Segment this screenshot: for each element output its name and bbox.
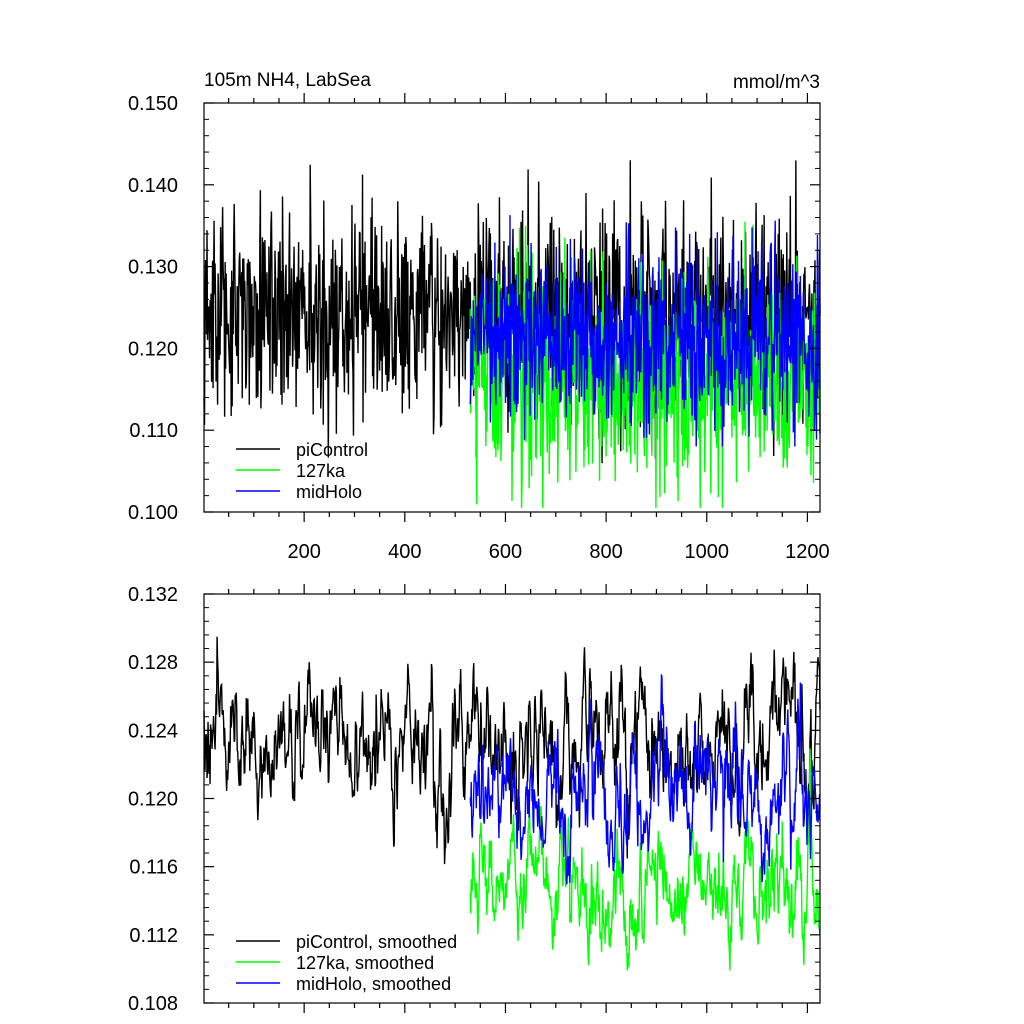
y-tick-label: 0.130 bbox=[128, 257, 178, 279]
chart-title: 105m NH4, LabSea bbox=[204, 70, 371, 91]
y-tick-label: 0.108 bbox=[128, 993, 178, 1015]
x-tick-label: 400 bbox=[388, 541, 421, 563]
x-tick-label: 800 bbox=[589, 541, 622, 563]
x-tick-label: 600 bbox=[489, 541, 522, 563]
y-tick-label: 0.116 bbox=[129, 857, 178, 879]
y-tick-label: 0.128 bbox=[128, 652, 178, 674]
legend-label: 127ka, smoothed bbox=[296, 953, 434, 973]
x-tick-label: 1000 bbox=[685, 541, 730, 563]
legend-label: midHolo bbox=[296, 482, 362, 502]
plot-frame bbox=[203, 102, 821, 513]
y-tick-label: 0.120 bbox=[128, 338, 178, 360]
legend-label: piControl, smoothed bbox=[296, 932, 457, 952]
series-line-midholo bbox=[469, 215, 821, 447]
y-tick-label: 0.120 bbox=[128, 789, 178, 811]
y-tick-label: 0.132 bbox=[128, 584, 178, 606]
y-tick-label: 0.124 bbox=[128, 720, 178, 742]
series-line-127ka-smoothed bbox=[469, 748, 821, 971]
x-tick-label: 200 bbox=[287, 541, 320, 563]
top-panel: 105m NH4, LabSea mmol/m^3 0.100 0.110 0.12… bbox=[128, 70, 830, 563]
legend-label: midHolo, smoothed bbox=[296, 974, 451, 994]
units-label: mmol/m^3 bbox=[733, 72, 820, 93]
legend-label: 127ka bbox=[296, 461, 346, 481]
series-line-midholo-smoothed bbox=[469, 674, 821, 885]
y-tick-label: 0.112 bbox=[129, 925, 178, 947]
y-tick-label: 0.100 bbox=[128, 502, 178, 524]
series-line-picontrol-smoothed bbox=[203, 636, 821, 865]
y-tick-label: 0.150 bbox=[128, 93, 178, 115]
y-tick-label: 0.140 bbox=[128, 175, 178, 197]
bottom-panel: 0.108 0.112 0.116 0.120 0.124 0.128 0.132 piCo… bbox=[128, 584, 821, 1015]
x-tick-label: 1200 bbox=[785, 541, 830, 563]
y-tick-label: 0.110 bbox=[129, 420, 178, 442]
legend-label: piControl bbox=[296, 440, 368, 460]
